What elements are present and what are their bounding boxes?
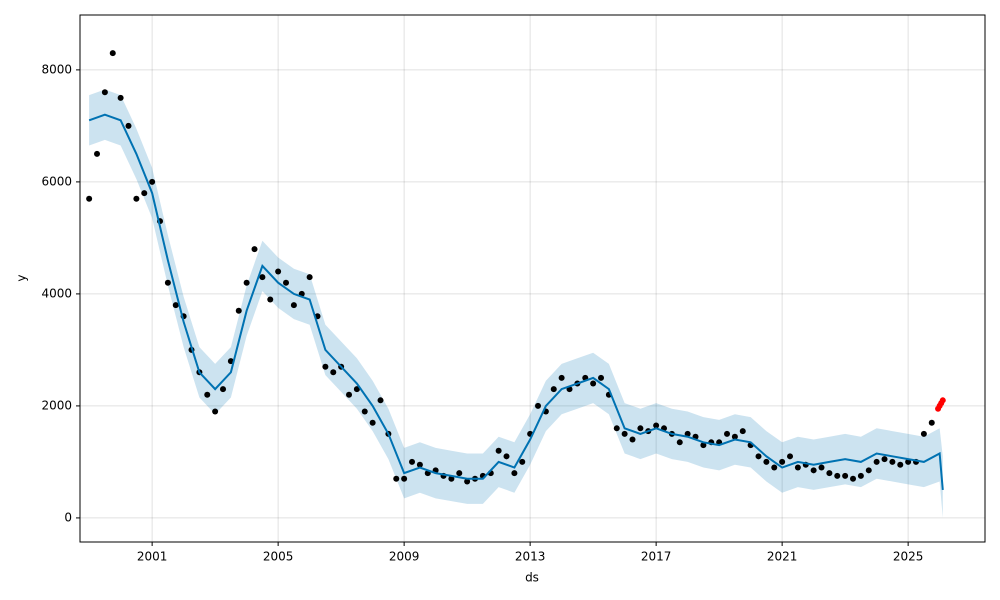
- y-tick-label: 0: [64, 510, 72, 524]
- observed-point: [787, 453, 794, 460]
- observed-point: [464, 478, 471, 485]
- observed-point: [881, 456, 888, 463]
- observed-point: [267, 296, 274, 303]
- observed-point: [779, 458, 786, 465]
- observed-point: [456, 470, 463, 477]
- observed-point: [401, 475, 408, 482]
- observed-point: [86, 195, 93, 202]
- observed-point: [850, 475, 857, 482]
- x-tick-label: 2005: [263, 550, 294, 564]
- observed-point: [550, 386, 557, 393]
- observed-point: [613, 425, 620, 432]
- observed-point: [369, 419, 376, 426]
- observed-point: [361, 408, 368, 415]
- observed-point: [346, 391, 353, 398]
- observed-point: [621, 430, 628, 437]
- x-tick-label: 2025: [893, 550, 924, 564]
- observed-point: [873, 458, 880, 465]
- observed-point: [684, 430, 691, 437]
- observed-point: [535, 402, 542, 409]
- observed-point: [763, 458, 770, 465]
- observed-point: [243, 279, 250, 286]
- observed-point: [495, 447, 502, 454]
- observed-point: [771, 464, 778, 471]
- observed-point: [834, 472, 841, 479]
- observed-point: [133, 195, 140, 202]
- x-tick-label: 2009: [389, 550, 420, 564]
- x-axis-label: ds: [525, 571, 539, 585]
- observed-point: [101, 89, 108, 96]
- observed-point: [731, 433, 738, 440]
- observed-point: [637, 425, 644, 432]
- observed-point: [629, 436, 636, 443]
- observed-point: [322, 363, 329, 370]
- observed-point: [724, 430, 731, 437]
- observed-point: [220, 386, 227, 393]
- observed-point: [598, 374, 605, 381]
- observed-point: [511, 470, 518, 477]
- observed-point: [889, 458, 896, 465]
- observed-point: [330, 369, 337, 376]
- observed-point: [920, 430, 927, 437]
- uncertainty-band: [89, 89, 943, 518]
- observed-point: [865, 467, 872, 474]
- observed-point: [141, 190, 148, 197]
- observed-point: [283, 279, 290, 286]
- observed-point: [204, 391, 211, 398]
- observed-point: [409, 458, 416, 465]
- observed-point: [590, 380, 597, 387]
- observed-point: [94, 150, 101, 157]
- x-tick-label: 2013: [515, 550, 546, 564]
- observed-point: [794, 464, 801, 471]
- observed-point: [653, 422, 660, 429]
- observed-point: [212, 408, 219, 415]
- observed-point: [676, 439, 683, 446]
- observed-point: [818, 464, 825, 471]
- observed-point: [393, 475, 400, 482]
- observed-point: [519, 458, 526, 465]
- plot-frame: [79, 14, 986, 543]
- observed-point: [306, 274, 313, 281]
- x-tick-label: 2021: [767, 550, 798, 564]
- observed-point: [275, 268, 282, 275]
- observed-point: [416, 461, 423, 468]
- forecast-line: [88, 113, 944, 491]
- observed-point: [810, 467, 817, 474]
- observed-point: [857, 472, 864, 479]
- observed-point: [290, 302, 297, 309]
- observed-point: [377, 397, 384, 404]
- observed-point: [826, 470, 833, 477]
- y-axis-label: y: [15, 274, 29, 281]
- x-tick-label: 2001: [137, 550, 168, 564]
- observed-point: [503, 453, 510, 460]
- x-tick-label: 2017: [641, 550, 672, 564]
- observed-point: [353, 386, 360, 393]
- observed-point: [905, 458, 912, 465]
- observed-point: [700, 442, 707, 449]
- observed-point: [251, 246, 258, 253]
- observed-point: [164, 279, 171, 286]
- y-tick-label: 6000: [41, 174, 72, 188]
- observed-point: [125, 122, 132, 129]
- recent-point: [939, 397, 946, 404]
- observed-point: [117, 94, 124, 101]
- y-tick-label: 4000: [41, 286, 72, 300]
- observed-point: [739, 428, 746, 435]
- observed-point: [235, 307, 242, 314]
- observed-point: [448, 475, 455, 482]
- observed-point: [558, 374, 565, 381]
- observed-point: [928, 419, 935, 426]
- observed-point: [109, 50, 116, 57]
- observed-point: [149, 178, 156, 185]
- y-tick-label: 8000: [41, 62, 72, 76]
- observed-point: [842, 472, 849, 479]
- y-tick-label: 2000: [41, 398, 72, 412]
- observed-point: [897, 461, 904, 468]
- observed-point: [755, 453, 762, 460]
- observed-point: [259, 274, 266, 281]
- observed-point: [172, 302, 179, 309]
